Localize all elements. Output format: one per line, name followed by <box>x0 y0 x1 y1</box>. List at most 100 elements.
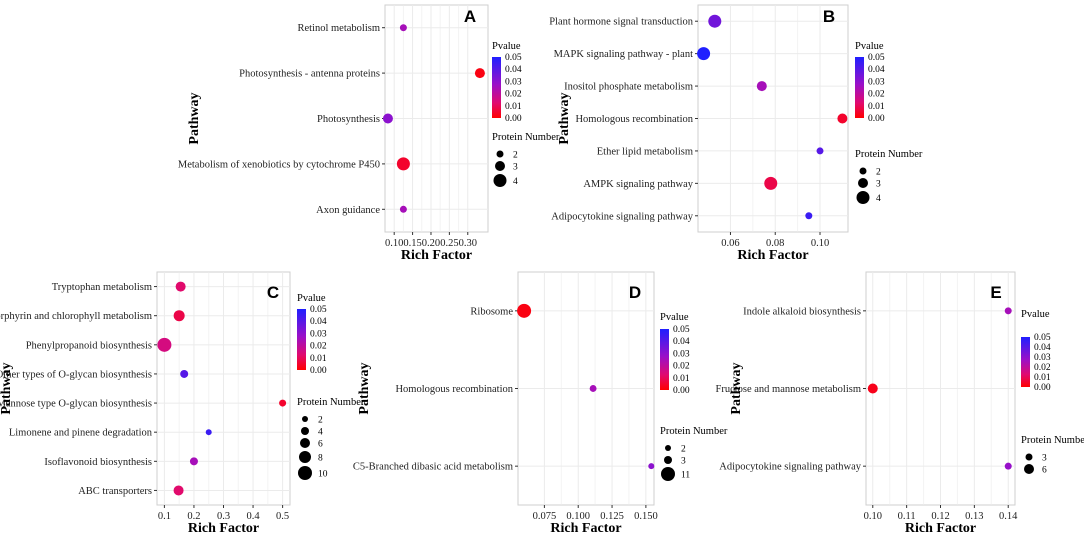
pathway-label: AMPK signaling pathway <box>583 179 693 190</box>
x-tick-label: 0.10 <box>864 511 882 522</box>
x-tick-label: 0.13 <box>965 511 983 522</box>
pathway-label: Other types of O-glycan biosynthesis <box>0 369 152 380</box>
pathway-label: Adipocytokine signaling pathway <box>551 211 693 222</box>
pathway-label: Photosynthesis - antenna proteins <box>239 69 380 80</box>
pvalue-tick-label: 0.02 <box>505 90 522 100</box>
protein-number-legend-title: Protein Number <box>855 149 923 160</box>
bubble-point <box>382 113 393 124</box>
pathway-label: Plant hormone signal transduction <box>549 17 694 28</box>
bubble-point <box>1004 307 1012 315</box>
bubble-point <box>399 24 407 32</box>
pvalue-tick-label: 0.03 <box>673 349 690 359</box>
x-tick-label: 0.12 <box>931 511 949 522</box>
bubble-point <box>157 337 172 352</box>
bubble-point <box>648 463 655 470</box>
pvalue-tick-label: 0.01 <box>1034 373 1051 383</box>
size-legend-label: 3 <box>876 180 881 190</box>
size-legend-label: 3 <box>1042 454 1047 464</box>
panel-letter: A <box>464 7 476 26</box>
size-legend-dot <box>493 174 507 187</box>
bubble-point <box>180 369 189 378</box>
size-legend-dot <box>302 416 308 422</box>
size-legend-label: 4 <box>876 194 881 204</box>
x-tick-label: 0.08 <box>766 238 784 249</box>
x-tick-label: 0.125 <box>600 511 624 522</box>
bubble-point <box>517 303 532 318</box>
size-legend-dot <box>298 466 312 480</box>
size-legend-label: 8 <box>318 454 323 464</box>
pvalue-tick-label: 0.01 <box>868 102 885 112</box>
pvalue-tick-label: 0.04 <box>868 65 885 75</box>
size-legend-dot <box>661 467 675 481</box>
x-tick-label: 0.1 <box>158 511 171 522</box>
panel-letter: C <box>267 283 279 302</box>
y-axis-title: Pathway <box>0 362 14 414</box>
pvalue-tick-label: 0.01 <box>505 102 522 112</box>
pvalue-legend-title: Pvalue <box>492 41 521 52</box>
panel-c: Tryptophan metabolism Porphyrin and chlor… <box>0 271 365 535</box>
pvalue-tick-label: 0.02 <box>1034 363 1051 373</box>
pathway-label: MAPK signaling pathway - plant <box>554 49 693 60</box>
bubble-point <box>279 399 287 407</box>
size-legend-label: 11 <box>681 471 690 481</box>
panel-e: Indole alkaloid biosynthesis Fructose and… <box>715 271 1084 535</box>
bubble-point <box>175 281 186 292</box>
pvalue-tick-label: 0.04 <box>505 65 522 75</box>
pvalue-colorbar <box>660 329 669 390</box>
panel-b: Plant hormone signal transduction MAPK si… <box>549 4 923 263</box>
x-axis-title: Rich Factor <box>737 248 808 263</box>
bubble-point <box>816 147 824 155</box>
pathway-label: Retinol metabolism <box>297 23 380 34</box>
bubble-point <box>205 429 212 436</box>
pathway-label: Limonene and pinene degradation <box>9 428 153 439</box>
panel-letter: E <box>990 283 1001 302</box>
size-legend-label: 4 <box>318 428 323 438</box>
pvalue-tick-label: 0.01 <box>673 374 690 384</box>
pathway-label: Tryptophan metabolism <box>52 282 152 293</box>
pvalue-tick-label: 0.02 <box>310 342 327 352</box>
pvalue-tick-label: 0.04 <box>310 317 327 327</box>
size-legend-dot <box>301 427 309 435</box>
size-legend-label: 3 <box>681 457 686 467</box>
bubble-point <box>697 47 711 61</box>
pvalue-legend-title: Pvalue <box>855 41 884 52</box>
bubble-point <box>1004 462 1012 470</box>
y-axis-title: Pathway <box>187 92 202 144</box>
bubble-point <box>396 157 410 171</box>
x-tick-label: 0.150 <box>634 511 658 522</box>
pathway-label: Ribosome <box>470 306 513 317</box>
x-tick-label: 0.25 <box>440 238 458 249</box>
panel-letter: B <box>823 7 835 26</box>
size-legend-label: 10 <box>318 470 328 480</box>
x-tick-label: 0.4 <box>246 511 260 522</box>
pathway-label: Phenylpropanoid biosynthesis <box>26 340 152 351</box>
pvalue-tick-label: 0.00 <box>673 386 690 396</box>
size-legend-dot <box>858 178 868 188</box>
size-legend-label: 6 <box>1042 466 1047 476</box>
protein-number-legend-title: Protein Number <box>492 132 560 143</box>
size-legend-label: 3 <box>513 163 518 173</box>
x-tick-label: 0.2 <box>187 511 200 522</box>
pathway-label: Mannose type O-glycan biosynthesis <box>0 399 152 410</box>
bubble-point <box>805 212 813 220</box>
size-legend-dot <box>1024 464 1034 474</box>
size-legend-dot <box>495 161 505 171</box>
y-axis-title: Pathway <box>357 362 372 414</box>
bubble-point <box>708 14 722 28</box>
pathway-label: Inositol phosphate metabolism <box>564 82 693 93</box>
x-tick-label: 0.15 <box>403 238 421 249</box>
panel-d: Ribosome Homologous recombination C5-Branc… <box>353 271 728 535</box>
protein-number-legend-title: Protein Number <box>660 426 728 437</box>
size-legend-dot <box>300 438 310 448</box>
pathway-label: C5-Branched dibasic acid metabolism <box>353 462 513 473</box>
protein-number-legend-title: Protein Number <box>297 397 365 408</box>
pvalue-tick-label: 0.03 <box>505 77 522 87</box>
pvalue-tick-label: 0.05 <box>673 325 690 335</box>
pathway-label: Photosynthesis <box>317 114 380 125</box>
pvalue-tick-label: 0.03 <box>310 329 327 339</box>
x-axis-title: Rich Factor <box>188 521 259 535</box>
x-axis-title: Rich Factor <box>905 521 976 535</box>
pvalue-tick-label: 0.01 <box>310 354 327 364</box>
pvalue-legend-title: Pvalue <box>660 312 689 323</box>
